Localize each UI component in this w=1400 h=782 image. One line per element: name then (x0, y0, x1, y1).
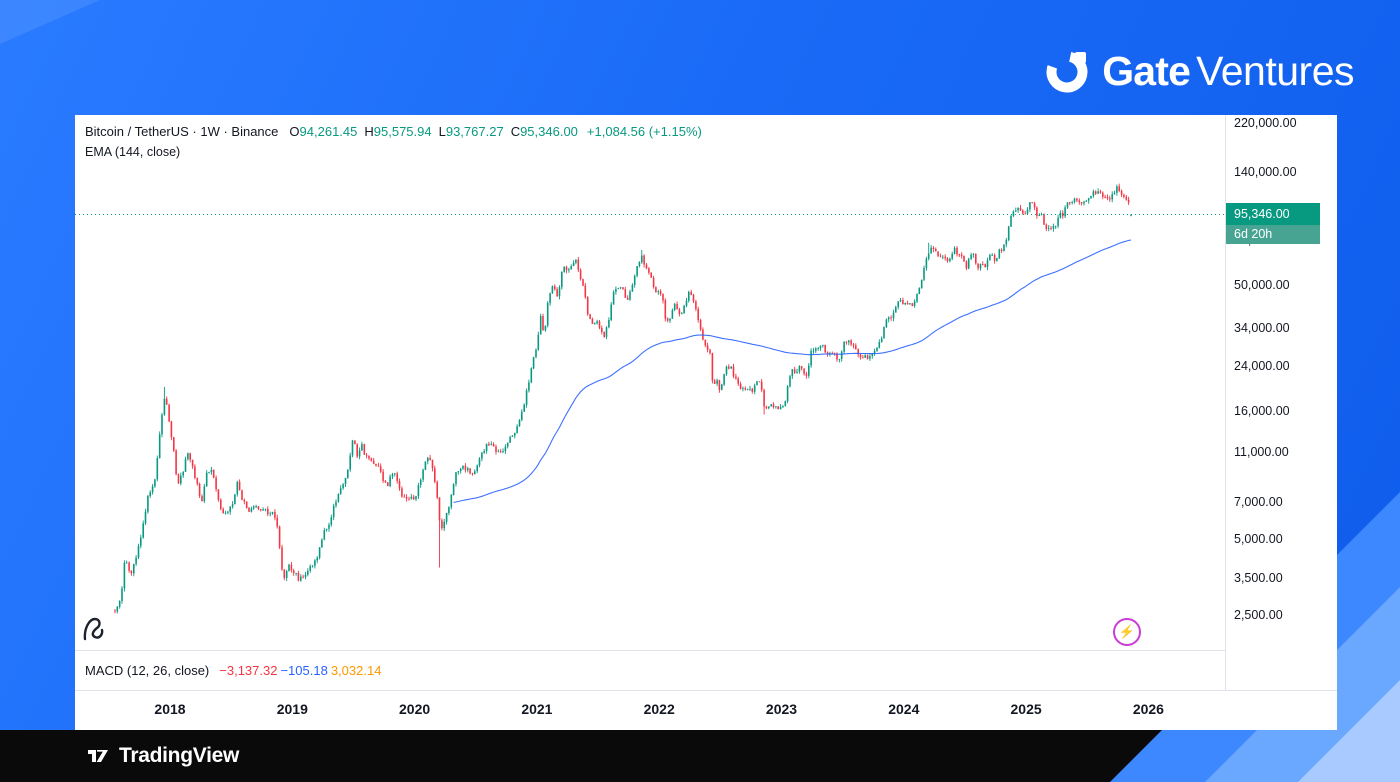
decor-triangle-top-left (0, 0, 100, 44)
price-axis-label: 50,000.00 (1234, 278, 1290, 293)
flash-glyph: ⚡ (1118, 624, 1136, 639)
time-axis-label: 2018 (154, 701, 186, 717)
time-axis-label: 2022 (643, 701, 675, 717)
macd-indicator-label[interactable]: MACD (12, 26, close) (85, 662, 210, 678)
macd-value: 3,032.14 (330, 662, 382, 678)
time-axis[interactable]: 2018 2019 2020 2021 2022 2023 2024 2025 2026 (75, 690, 1337, 730)
high-label: H (364, 124, 374, 139)
footer-bar: TradingView (0, 730, 1400, 782)
price-axis-label: 7,000.00 (1234, 494, 1283, 509)
price-axis-label: 220,000.00 (1234, 115, 1297, 130)
macd-value: −105.18 (280, 662, 328, 678)
high-value: 95,575.94 (373, 124, 432, 139)
price-axis-label: 3,500.00 (1234, 570, 1283, 585)
doodle-icon (83, 617, 104, 641)
time-axis-label: 2023 (765, 701, 798, 717)
low-label: L (438, 124, 446, 139)
open-value: 94,261.45 (299, 124, 358, 139)
macd-values: −3,137.32 −105.18 3,032.14 (219, 663, 384, 678)
tradingview-wordmark[interactable]: TradingView (119, 744, 240, 767)
time-axis-label: 2025 (1010, 701, 1042, 717)
price-axis-label: 140,000.00 (1234, 165, 1297, 180)
bar-countdown-badge: 6d 20h (1226, 225, 1320, 245)
time-axis-label: 2026 (1132, 701, 1164, 717)
price-axis-label: 11,000.00 (1234, 445, 1289, 460)
price-axis-label: 24,000.00 (1234, 359, 1290, 374)
chart-panel: Bitcoin / TetherUS · 1W · Binance O94,26… (75, 115, 1337, 730)
price-axis-label: 5,000.00 (1234, 531, 1283, 546)
gate-logo-icon (1046, 51, 1088, 92)
price-axis[interactable]: 95,346.00 6d 20h 220,000.00140,000.0075,… (1225, 115, 1337, 690)
time-axis-label: 2024 (888, 701, 920, 717)
ema-indicator-label[interactable]: EMA (144, close) (85, 145, 181, 159)
price-axis-label: 34,000.00 (1234, 320, 1290, 335)
low-value: 93,767.27 (445, 124, 504, 139)
change-value: +1,084.56 (+1.15%) (586, 124, 702, 139)
brand-suffix: Ventures (1196, 48, 1354, 94)
price-axis-label: 16,000.00 (1234, 403, 1290, 418)
time-axis-label: 2021 (521, 701, 553, 717)
brand-name: Gate (1102, 48, 1191, 94)
pane-separator (75, 650, 1337, 651)
price-axis-label: 2,500.00 (1234, 608, 1283, 622)
close-label: C (510, 124, 521, 139)
symbol-title[interactable]: Bitcoin / TetherUS · 1W · Binance (85, 124, 279, 139)
macd-pane: MACD (12, 26, close) −3,137.32 −105.18 3,0… (85, 651, 384, 689)
chart-legend: Bitcoin / TetherUS · 1W · Binance O94,26… (85, 124, 702, 139)
open-label: O (289, 124, 300, 139)
close-value: 95,346.00 (520, 124, 578, 139)
time-axis-label: 2019 (276, 701, 308, 717)
gate-ventures-logo: Gate Ventures (1044, 48, 1354, 95)
tradingview-logo-icon[interactable] (85, 743, 111, 769)
current-price-badge: 95,346.00 (1226, 203, 1320, 226)
macd-value: −3,137.32 (219, 662, 278, 678)
time-axis-label: 2020 (399, 701, 431, 717)
candlestick-plot[interactable] (75, 115, 1225, 650)
flash-icon[interactable]: ⚡ (1113, 618, 1141, 646)
